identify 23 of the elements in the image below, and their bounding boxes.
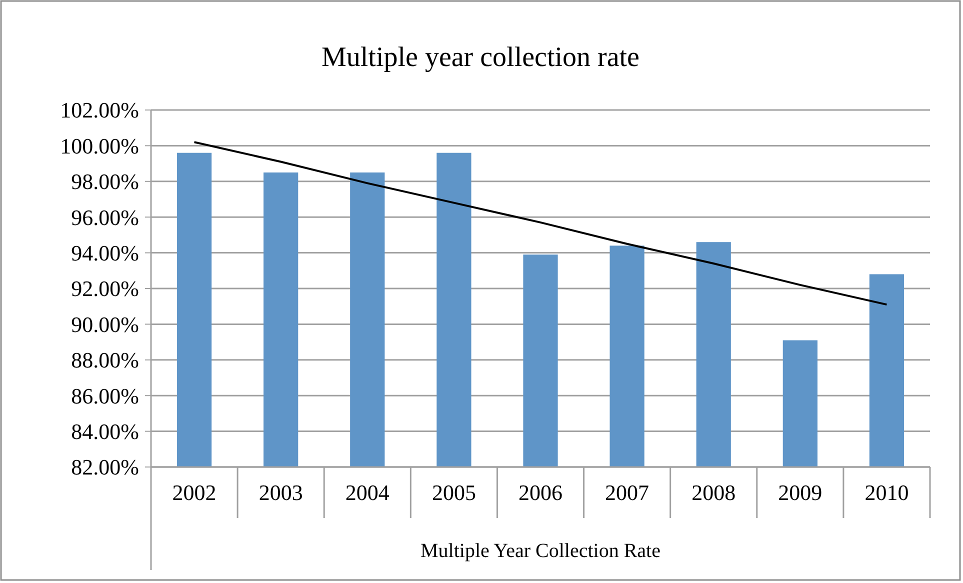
x-tick-label: 2002 <box>172 480 216 505</box>
y-tick-label: 88.00% <box>71 348 139 373</box>
y-tick-label: 94.00% <box>71 240 139 266</box>
x-tick-label: 2005 <box>432 480 476 505</box>
y-tick-label: 86.00% <box>71 383 139 408</box>
y-tick-label: 100.00% <box>60 133 139 158</box>
x-tick-label: 2007 <box>605 480 650 505</box>
x-tick-label: 2004 <box>345 480 390 505</box>
y-tick-label: 84.00% <box>71 419 139 444</box>
x-tick-label: 2003 <box>258 480 303 505</box>
y-tick-label: 82.00% <box>71 454 139 480</box>
line-series <box>193 141 888 306</box>
chart-title: Multiple year collection rate <box>322 42 640 73</box>
y-tick-label: 96.00% <box>71 204 139 230</box>
y-tick-label: 92.00% <box>71 276 139 302</box>
x-axis-title: Multiple Year Collection Rate <box>420 540 661 562</box>
y-tick-label: 98.00% <box>71 169 139 194</box>
y-tick-label: 90.00% <box>71 312 139 337</box>
x-tick-label: 2010 <box>864 480 909 505</box>
x-tick-label: 2006 <box>518 480 562 505</box>
y-tick-label: 102.00% <box>60 98 139 123</box>
x-tick-label: 2009 <box>778 480 822 505</box>
x-tick-label: 2008 <box>692 480 736 505</box>
